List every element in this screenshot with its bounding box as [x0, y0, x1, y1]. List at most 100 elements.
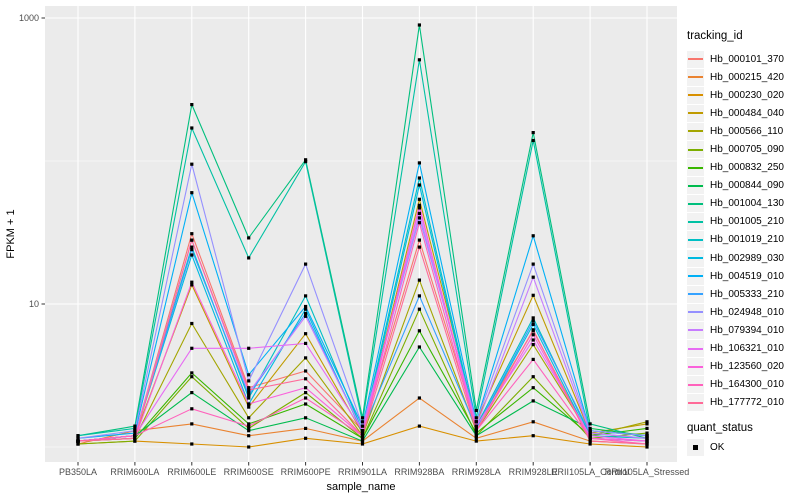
data-point	[247, 445, 251, 449]
data-point	[190, 422, 194, 426]
data-point	[531, 322, 535, 326]
data-point	[360, 429, 365, 433]
data-point	[474, 431, 478, 435]
legend-key	[687, 285, 704, 303]
data-point	[360, 431, 365, 435]
data-point	[531, 262, 535, 266]
legend-item-label: Hb_000484_040	[710, 107, 784, 119]
data-point	[190, 346, 194, 350]
data-point	[645, 436, 649, 440]
legend-quant-items: OK	[687, 439, 800, 457]
legend-item-label: Hb_024948_010	[710, 306, 784, 318]
legend-key-line	[688, 58, 703, 61]
data-point	[133, 431, 137, 435]
data-point	[645, 434, 649, 438]
data-point	[588, 426, 592, 430]
data-point	[304, 160, 308, 164]
x-tick-label: RRII105LA_Stressed	[605, 467, 690, 477]
data-point	[190, 280, 194, 284]
data-point	[76, 439, 80, 443]
data-point	[588, 431, 592, 435]
legend-item: Hb_005333_210	[687, 285, 800, 303]
legend-item-label: Hb_000566_110	[710, 125, 784, 137]
legend-item-label: Hb_002989_030	[710, 252, 784, 264]
x-axis-title: sample_name	[326, 481, 395, 493]
data-point	[190, 126, 194, 130]
x-tick-label: RRIM600LE	[167, 467, 216, 477]
data-point	[190, 103, 194, 107]
legend-key	[687, 213, 704, 231]
legend-item: Hb_001019_210	[687, 231, 800, 249]
y-axis-title: FPKM + 1	[5, 209, 17, 258]
legend-key-line	[688, 94, 703, 97]
x-tick-label: RRIM928BA	[394, 467, 444, 477]
data-point	[417, 294, 421, 298]
legend-quant-item: OK	[687, 439, 800, 457]
legend-key	[687, 86, 704, 104]
legend-item: Hb_123560_020	[687, 358, 800, 376]
data-point	[645, 439, 649, 443]
legend-item: Hb_000566_110	[687, 122, 800, 140]
legend-item-label: Hb_005333_210	[710, 288, 784, 300]
data-point	[417, 329, 421, 333]
data-point	[588, 422, 592, 426]
legend-key	[687, 195, 704, 213]
data-point	[645, 426, 649, 430]
data-point	[417, 216, 421, 220]
data-point	[247, 373, 251, 377]
data-point	[531, 333, 535, 337]
data-point	[76, 434, 80, 438]
legend-item-label: Hb_001004_130	[710, 198, 784, 210]
legend-key-line	[688, 365, 703, 368]
data-point	[588, 434, 592, 438]
legend-item: Hb_000832_250	[687, 159, 800, 177]
legend-key	[687, 439, 704, 457]
data-point	[247, 426, 251, 430]
data-point	[360, 420, 365, 424]
data-point	[190, 248, 194, 252]
data-point	[474, 434, 478, 438]
data-point	[304, 426, 308, 430]
data-point	[531, 338, 535, 342]
data-point	[247, 346, 251, 350]
data-point	[531, 328, 535, 332]
legend-item-label: Hb_000230_020	[710, 89, 784, 101]
legend-panel: tracking_id Hb_000101_370 Hb_000215_420 Hb…	[687, 30, 800, 457]
data-point	[531, 319, 535, 323]
data-point	[588, 429, 592, 433]
data-point	[190, 283, 194, 287]
data-point	[531, 131, 535, 135]
legend-key-line	[688, 293, 703, 296]
legend-key-line	[688, 347, 703, 350]
x-tick-label: RRIM600SE	[224, 467, 274, 477]
legend-key-line	[688, 311, 703, 314]
data-point	[247, 393, 251, 397]
legend-key-line	[688, 130, 703, 133]
data-point	[417, 345, 421, 349]
legend-key	[687, 231, 704, 249]
legend-key-line	[688, 220, 703, 223]
x-tick-label: RRIM600LA	[110, 467, 159, 477]
legend-item-label: Hb_000832_250	[710, 162, 784, 174]
data-point	[531, 316, 535, 320]
data-point	[304, 391, 308, 395]
legend-key-line	[688, 383, 703, 386]
legend-item: Hb_177772_010	[687, 394, 800, 412]
data-point	[190, 245, 194, 249]
data-point	[417, 424, 421, 428]
plot-panel	[45, 6, 677, 462]
legend-key-line	[688, 166, 703, 169]
legend-item-label: Hb_164300_010	[710, 379, 784, 391]
data-point	[304, 377, 308, 381]
legend-key-line	[688, 275, 703, 278]
legend-key-line	[688, 257, 703, 260]
legend-key	[687, 122, 704, 140]
legend-key	[687, 68, 704, 86]
x-tick-label: RRIM928LA	[452, 467, 501, 477]
data-point	[247, 416, 251, 420]
data-point	[417, 206, 421, 210]
y-tick-label: 1000	[19, 13, 39, 23]
data-point	[247, 434, 251, 438]
legend-items: Hb_000101_370 Hb_000215_420 Hb_000230_020 H…	[687, 50, 800, 412]
